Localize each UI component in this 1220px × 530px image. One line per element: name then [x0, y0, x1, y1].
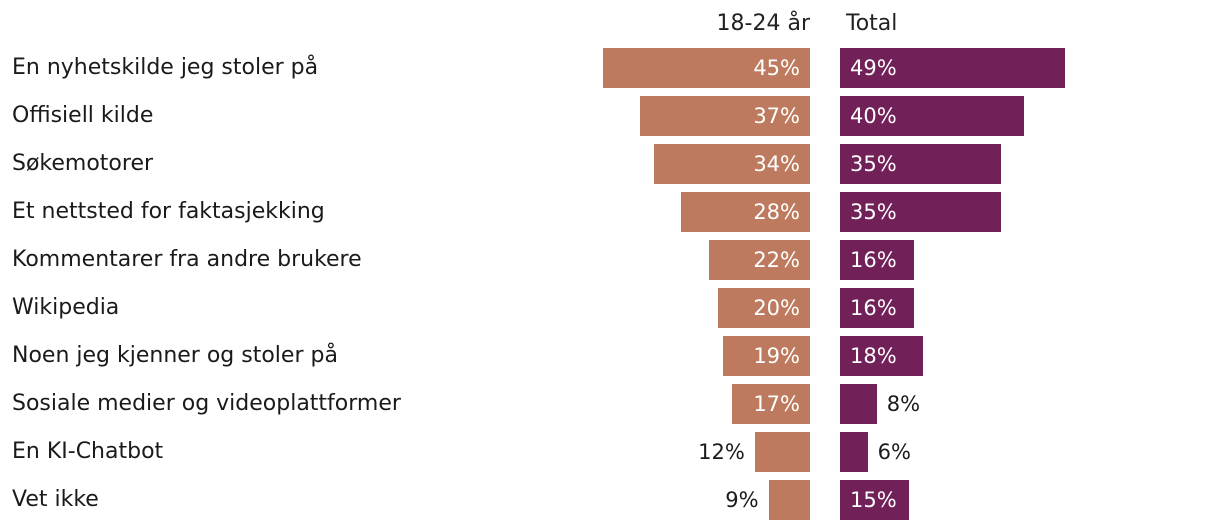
data-label-total: 18%: [850, 344, 897, 368]
bar-total: [840, 240, 914, 280]
data-label-18-24: 20%: [753, 296, 800, 320]
bar-total: [840, 96, 1024, 136]
series-header-total: Total: [846, 11, 898, 36]
category-label: Wikipedia: [12, 295, 120, 320]
category-label: Vet ikke: [12, 487, 99, 512]
bar-total: [840, 336, 923, 376]
bar-18-24: [731, 384, 810, 424]
category-label: Offisiell kilde: [12, 103, 154, 128]
bar-18-24: [722, 336, 810, 376]
data-label-total: 16%: [850, 296, 897, 320]
bar-total: [840, 192, 1001, 232]
bar-total: [840, 48, 1066, 88]
data-label-total: 35%: [850, 200, 897, 224]
bar-total: [840, 480, 909, 520]
series-header-18-24: 18-24 år: [716, 11, 810, 36]
data-label-total: 16%: [850, 248, 897, 272]
data-label-total: 35%: [850, 152, 897, 176]
bar-18-24: [718, 288, 810, 328]
category-label: Et nettsted for faktasjekking: [12, 199, 325, 224]
data-label-total: 40%: [850, 104, 897, 128]
data-label-18-24: 34%: [753, 152, 800, 176]
bar-total: [840, 384, 877, 424]
data-label-total: 15%: [850, 488, 897, 512]
data-label-18-24: 22%: [753, 248, 800, 272]
data-label-18-24: 19%: [753, 344, 800, 368]
bar-18-24: [639, 96, 810, 136]
category-label: Kommentarer fra andre brukere: [12, 247, 362, 272]
data-label-18-24: 12%: [698, 440, 745, 464]
category-label: Sosiale medier og videoplattformer: [12, 391, 401, 416]
bar-18-24: [768, 480, 810, 520]
data-label-18-24: 9%: [725, 488, 759, 512]
category-label: En KI-Chatbot: [12, 439, 164, 464]
bar-18-24: [708, 240, 810, 280]
bar-total: [840, 432, 868, 472]
data-label-total: 49%: [850, 56, 897, 80]
data-label-total: 6%: [877, 440, 911, 464]
category-label: Søkemotorer: [12, 151, 154, 176]
data-label-18-24: 17%: [753, 392, 800, 416]
data-label-18-24: 28%: [753, 200, 800, 224]
bar-18-24: [681, 192, 810, 232]
data-label-18-24: 37%: [753, 104, 800, 128]
bar-18-24: [754, 432, 810, 472]
bar-18-24: [603, 48, 810, 88]
data-label-total: 8%: [886, 392, 921, 416]
bar-18-24: [653, 144, 810, 184]
bar-total: [840, 144, 1001, 184]
data-label-18-24: 45%: [753, 56, 800, 80]
bar-total: [840, 288, 914, 328]
category-label: En nyhetskilde jeg stoler på: [12, 55, 319, 80]
category-label: Noen jeg kjenner og stoler på: [12, 343, 338, 368]
